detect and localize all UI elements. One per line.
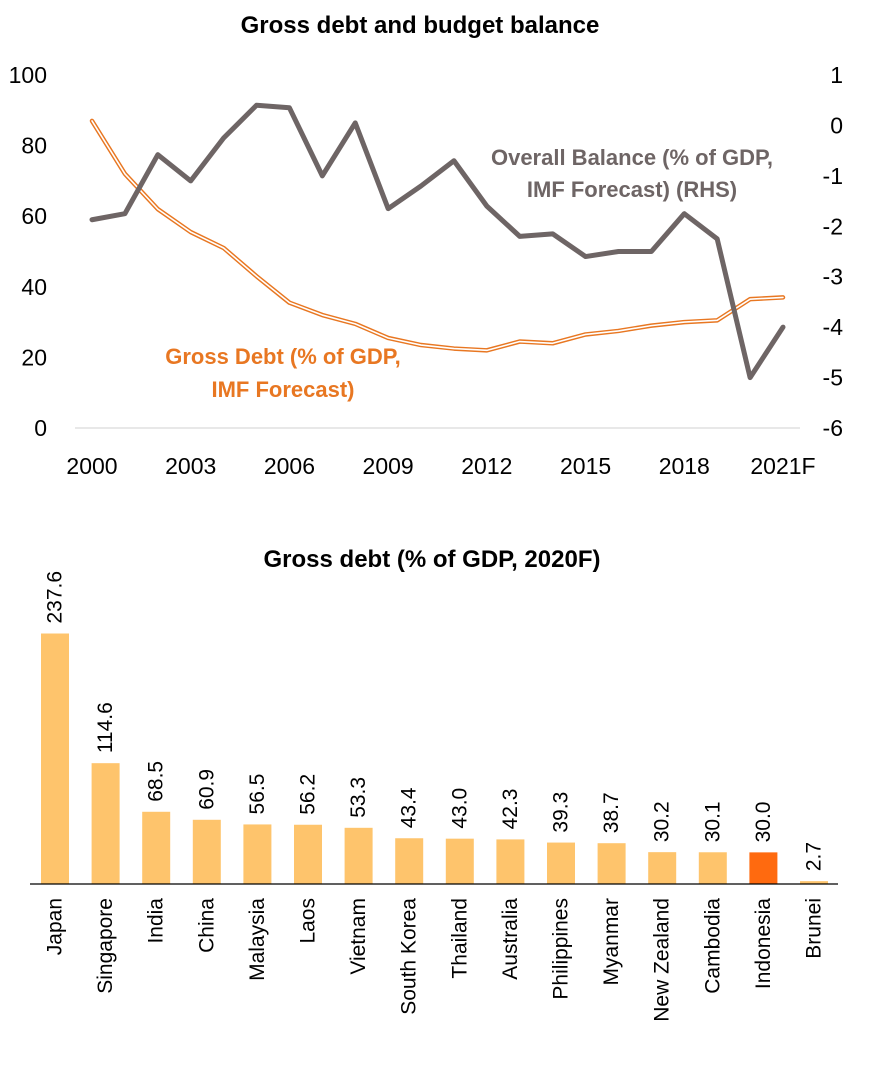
category-label: New Zealand xyxy=(651,898,674,1022)
debt-annotation-line-2: IMF Forecast) xyxy=(211,377,354,402)
right-axis-tick-label: 0 xyxy=(830,112,843,138)
right-axis-tick-label: -2 xyxy=(823,213,843,239)
left-axis-tick-label: 60 xyxy=(21,203,47,229)
category-label: Vietnam xyxy=(347,898,370,975)
right-axis-tick-label: -4 xyxy=(823,314,844,340)
overall-balance-line xyxy=(89,102,786,381)
category-label: Myanmar xyxy=(600,898,623,986)
chart-title: Gross debt (% of GDP, 2020F) xyxy=(264,546,601,573)
chart-title: Gross debt and budget balance xyxy=(241,12,600,39)
bar xyxy=(496,839,525,884)
bar xyxy=(749,852,778,884)
bar-value-label: 56.2 xyxy=(297,774,320,815)
category-label: Indonesia xyxy=(752,898,775,989)
bar-value-label: 39.3 xyxy=(550,792,573,833)
right-axis-tick-label: -1 xyxy=(823,163,843,189)
category-label: Singapore xyxy=(94,898,117,994)
balance-annotation-line-2: IMF Forecast) (RHS) xyxy=(527,177,737,202)
bar-value-label: 30.0 xyxy=(752,801,775,842)
right-axis-tick-label: -6 xyxy=(823,415,843,441)
bar-value-label: 43.0 xyxy=(448,788,471,829)
right-axis-tick-label: -3 xyxy=(823,264,843,290)
gross-debt-line xyxy=(91,120,784,352)
bar xyxy=(294,824,322,884)
bar-value-label: 237.6 xyxy=(44,571,67,624)
category-label: Malaysia xyxy=(246,898,269,981)
bar-value-label: 2.7 xyxy=(803,842,826,871)
bar-value-label: 68.5 xyxy=(145,761,168,802)
x-axis-tick-label: 2012 xyxy=(461,453,512,479)
category-label: Thailand xyxy=(448,898,471,979)
bar-value-label: 60.9 xyxy=(195,769,218,810)
bar-value-label: 38.7 xyxy=(600,792,623,833)
left-axis-tick-label: 0 xyxy=(34,415,47,441)
x-axis-tick-label: 2018 xyxy=(659,453,710,479)
left-axis-tick-label: 80 xyxy=(21,133,47,159)
bar xyxy=(445,838,474,884)
category-label: China xyxy=(195,898,218,953)
category-label: Cambodia xyxy=(701,898,724,994)
bar xyxy=(91,763,120,884)
x-axis-tick-label: 2003 xyxy=(165,453,216,479)
category-label: Philippines xyxy=(550,898,573,1000)
bar xyxy=(192,819,221,884)
balance-annotation-line-1: Overall Balance (% of GDP, xyxy=(491,145,773,170)
bar-value-label: 43.4 xyxy=(398,787,421,828)
x-axis-tick-label: 2015 xyxy=(560,453,611,479)
debt-balance-line-chart: Gross debt and budget balance 0 20 40 60 80 1… xyxy=(9,12,844,479)
bar xyxy=(597,843,626,884)
bar-value-label: 42.3 xyxy=(499,789,522,830)
x-axis-tick-label: 2021F xyxy=(750,453,815,479)
bar xyxy=(344,827,373,884)
bar-value-label: 114.6 xyxy=(94,702,117,753)
category-label: Australia xyxy=(499,898,522,980)
right-axis-tick-label: 1 xyxy=(830,62,843,88)
category-label: Laos xyxy=(297,898,320,944)
bar-value-label: 30.2 xyxy=(651,801,674,842)
right-axis-tick-label: -5 xyxy=(823,365,843,391)
debt-annotation-line-1: Gross Debt (% of GDP, xyxy=(165,344,401,369)
bar xyxy=(698,852,727,884)
left-axis-tick-label: 40 xyxy=(21,274,47,300)
category-label: India xyxy=(145,898,168,944)
bar xyxy=(395,838,424,884)
bar xyxy=(41,633,69,884)
bar xyxy=(648,852,677,884)
bar xyxy=(142,811,171,884)
x-axis-tick-label: 2000 xyxy=(66,453,117,479)
gross-debt-bar-chart: Gross debt (% of GDP, 2020F) 237.6 Japan 1… xyxy=(30,546,838,1022)
category-label: Brunei xyxy=(803,898,826,959)
category-label: South Korea xyxy=(398,898,421,1015)
left-axis-tick-label: 100 xyxy=(9,62,47,88)
bar xyxy=(800,881,828,884)
bar xyxy=(547,842,575,884)
bar-value-label: 56.5 xyxy=(246,774,269,815)
bar xyxy=(243,824,272,884)
bar-value-label: 53.3 xyxy=(347,777,370,818)
category-label: Japan xyxy=(44,898,67,955)
x-axis-tick-label: 2006 xyxy=(264,453,315,479)
x-axis-tick-label: 2009 xyxy=(363,453,414,479)
bar-value-label: 30.1 xyxy=(701,801,724,842)
left-axis-tick-label: 20 xyxy=(21,344,47,370)
